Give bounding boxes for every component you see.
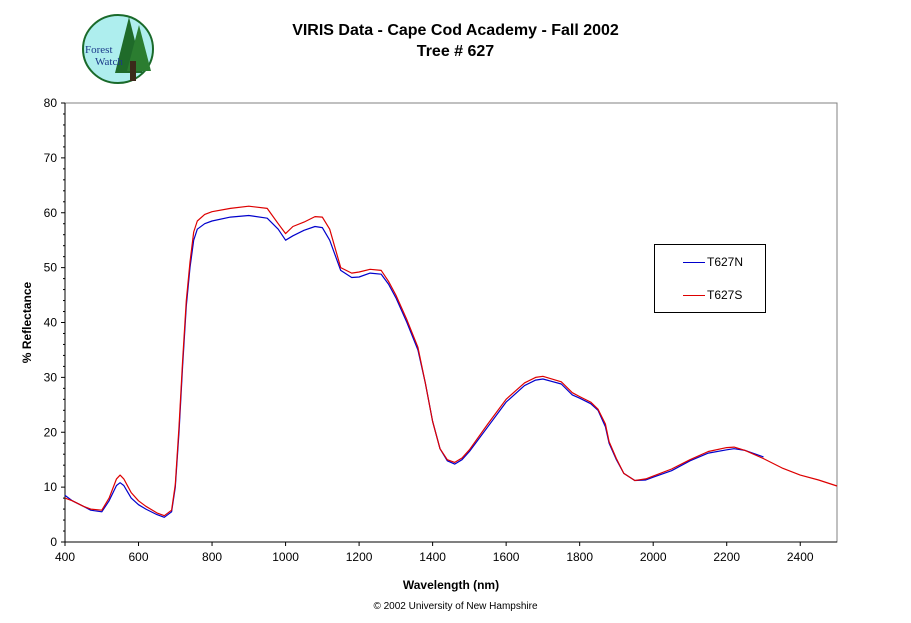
x-tick-label: 1200 <box>346 550 373 564</box>
y-axis-label: % Reflectance <box>20 281 34 363</box>
series-line-t627s <box>64 205 838 517</box>
x-tick-label: 1000 <box>272 550 299 564</box>
y-tick-label: 40 <box>44 316 58 330</box>
y-tick-label: 0 <box>50 535 57 549</box>
logo-text-forest: Forest <box>85 44 113 56</box>
x-tick-label: 600 <box>129 550 149 564</box>
x-tick-label: 1600 <box>493 550 520 564</box>
legend-item-series1: T627N <box>683 255 744 269</box>
chart-legend: T627N T627S <box>654 244 766 313</box>
x-tick-label: 1400 <box>419 550 446 564</box>
y-tick-label: 30 <box>44 370 58 384</box>
x-tick-label: 2000 <box>640 550 667 564</box>
y-tick-label: 70 <box>44 151 58 165</box>
plot-area <box>64 102 838 543</box>
x-axis-label: Wavelength (nm) <box>403 578 499 592</box>
y-tick-label: 50 <box>44 261 58 275</box>
chart-title: VIRIS Data - Cape Cod Academy - Fall 200… <box>292 22 619 39</box>
forest-watch-logo: Forest Watch <box>81 13 155 85</box>
legend-label-series1: T627N <box>707 255 744 269</box>
y-tick-label: 60 <box>44 206 58 220</box>
y-tick-label: 10 <box>44 480 58 494</box>
y-tick-label: 80 <box>44 96 58 110</box>
legend-swatch-series2 <box>683 295 705 296</box>
legend-swatch-series1 <box>683 262 705 263</box>
legend-label-series2: T627S <box>707 288 743 302</box>
x-tick-label: 1800 <box>566 550 593 564</box>
legend-item-series2: T627S <box>683 288 743 302</box>
chart-subtitle: Tree # 627 <box>416 43 495 60</box>
x-tick-label: 400 <box>55 550 75 564</box>
x-tick-label: 800 <box>202 550 222 564</box>
x-tick-label: 2400 <box>787 550 814 564</box>
y-tick-label: 20 <box>44 425 58 439</box>
copyright-footer: © 2002 University of New Hampshire <box>373 601 538 612</box>
logo-text-watch: Watch <box>95 56 123 68</box>
x-tick-label: 2200 <box>713 550 740 564</box>
